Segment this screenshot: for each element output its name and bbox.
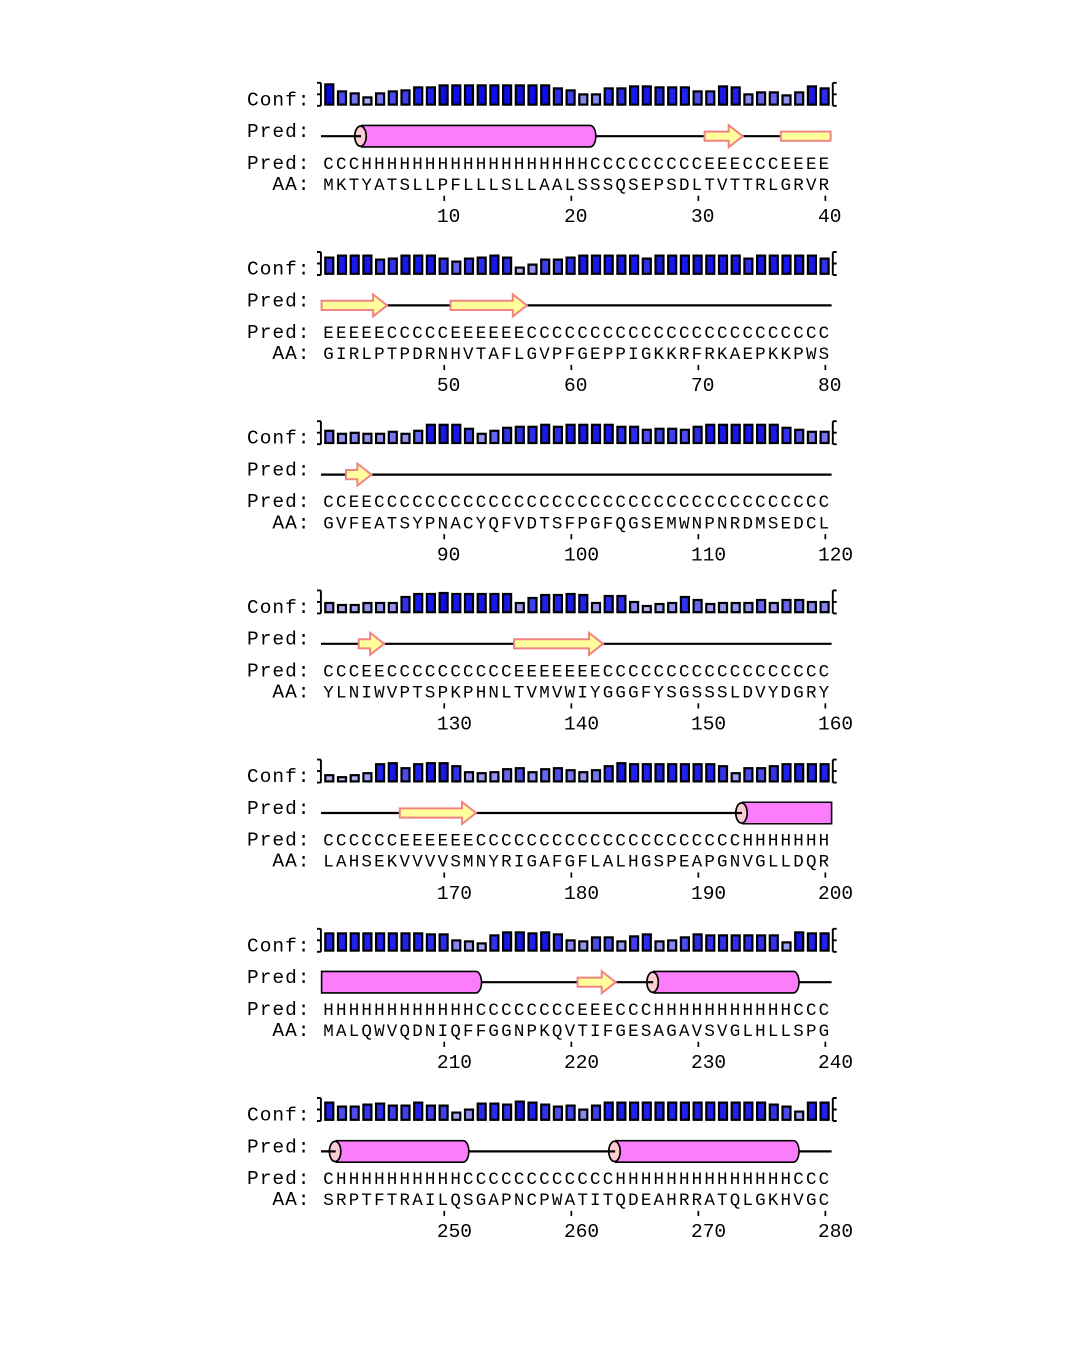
svg-text:HHHHHHHHHHHHCCCCCCCCEEECCCHHHH: HHHHHHHHHHHHCCCCCCCCEEECCCHHHHHHHHHHHCCC (323, 1001, 831, 1021)
svg-text:240: 240 (818, 1052, 853, 1074)
svg-text:CCCHHHHHHHHHHHHHHHHHHCCCCCCCCC: CCCHHHHHHHHHHHHHHHHHHCCCCCCCCCEEECCCEEEE (323, 155, 831, 175)
svg-text:GVFEATSYPNACYQFVDTSFPGFQGSEMWN: GVFEATSYPNACYQFVDTSFPGFQGSEMWNPNRDMSEDCL (323, 514, 831, 534)
svg-text:Pred:: Pred: (247, 798, 311, 820)
svg-text:140: 140 (564, 714, 599, 736)
svg-text:AA:: AA: (272, 1020, 310, 1042)
svg-text:Pred:: Pred: (247, 999, 311, 1021)
svg-text:Pred:: Pred: (247, 629, 311, 651)
svg-text:90: 90 (437, 544, 460, 566)
svg-text:CCCCCCEEEEEECCCCCCCCCCCCCCCCCC: CCCCCCEEEEEECCCCCCCCCCCCCCCCCCCCCHHHHHHH (323, 832, 831, 852)
svg-text:Conf:: Conf: (247, 259, 311, 281)
svg-text:Pred:: Pred: (247, 1168, 311, 1190)
svg-text:Conf:: Conf: (247, 428, 311, 450)
svg-text:100: 100 (564, 544, 599, 566)
svg-text:250: 250 (437, 1221, 472, 1243)
svg-text:260: 260 (564, 1221, 599, 1243)
svg-text:Conf:: Conf: (247, 766, 311, 788)
svg-text:AA:: AA: (272, 851, 310, 873)
svg-text:180: 180 (564, 883, 599, 905)
svg-text:80: 80 (818, 375, 841, 397)
svg-text:130: 130 (437, 714, 472, 736)
svg-text:CCCEECCCCCCCCCCEEEEEEECCCCCCCC: CCCEECCCCCCCCCCEEEEEEECCCCCCCCCCCCCCCCCC (323, 662, 831, 682)
svg-text:110: 110 (691, 544, 726, 566)
svg-text:Pred:: Pred: (247, 290, 311, 312)
svg-text:Conf:: Conf: (247, 935, 311, 957)
svg-text:AA:: AA: (272, 343, 310, 365)
svg-text:210: 210 (437, 1052, 472, 1074)
svg-text:170: 170 (437, 883, 472, 905)
svg-text:200: 200 (818, 883, 853, 905)
svg-text:Conf:: Conf: (247, 597, 311, 619)
svg-text:Pred:: Pred: (247, 967, 311, 989)
svg-text:10: 10 (437, 206, 460, 228)
svg-text:Pred:: Pred: (247, 1136, 311, 1158)
svg-text:AA:: AA: (272, 512, 310, 534)
svg-text:70: 70 (691, 375, 714, 397)
svg-text:60: 60 (564, 375, 587, 397)
svg-text:GIRLPTPDRNHVTAFLGVPFGEPPIGKKRF: GIRLPTPDRNHVTAFLGVPFGEPPIGKKRFRKAEPKKPWS (323, 345, 831, 365)
svg-text:Conf:: Conf: (247, 89, 311, 111)
svg-text:280: 280 (818, 1221, 853, 1243)
svg-text:MALQWVQDNIQFFGGNPKQVTIFGESAGAV: MALQWVQDNIQFFGGNPKQVTIFGESAGAVSVGLHLLSPG (323, 1022, 831, 1042)
svg-text:CCEECCCCCCCCCCCCCCCCCCCCCCCCCC: CCEECCCCCCCCCCCCCCCCCCCCCCCCCCCCCCCCCCCC (323, 493, 831, 513)
svg-text:30: 30 (691, 206, 714, 228)
svg-text:Pred:: Pred: (247, 153, 311, 175)
svg-text:EEEEECCCCCEEEEEECCCCCCCCCCCCCC: EEEEECCCCCEEEEEECCCCCCCCCCCCCCCCCCCCCCCC (323, 324, 831, 344)
svg-text:270: 270 (691, 1221, 726, 1243)
svg-text:YLNIWVPTSPKPHNLTVMVWIYGGGFYSGS: YLNIWVPTSPKPHNLTVMVWIYGGGFYSGSSSLDVYDGRY (323, 684, 831, 704)
svg-text:150: 150 (691, 714, 726, 736)
svg-text:Pred:: Pred: (247, 660, 311, 682)
svg-text:Pred:: Pred: (247, 322, 311, 344)
svg-text:AA:: AA: (272, 682, 310, 704)
svg-text:40: 40 (818, 206, 841, 228)
svg-text:160: 160 (818, 714, 853, 736)
svg-text:AA:: AA: (272, 1189, 310, 1211)
svg-text:Pred:: Pred: (247, 460, 311, 482)
svg-text:Pred:: Pred: (247, 491, 311, 513)
svg-text:20: 20 (564, 206, 587, 228)
svg-text:50: 50 (437, 375, 460, 397)
svg-text:220: 220 (564, 1052, 599, 1074)
svg-text:SRPTFTRAILQSGAPNCPWATITQDEAHRR: SRPTFTRAILQSGAPNCPWATITQDEAHRRATQLGKHVGC (323, 1191, 831, 1211)
svg-text:190: 190 (691, 883, 726, 905)
svg-text:AA:: AA: (272, 174, 310, 196)
svg-text:LAHSEKVVVVSMNYRIGAFGFLALHGSPEA: LAHSEKVVVVSMNYRIGAFGFLALHGSPEAPGNVGLLDQR (323, 853, 831, 873)
svg-text:230: 230 (691, 1052, 726, 1074)
svg-text:Pred:: Pred: (247, 121, 311, 143)
svg-text:Conf:: Conf: (247, 1105, 311, 1127)
svg-text:CHHHHHHHHHHCCCCCCCCCCCCHHHHHHH: CHHHHHHHHHHCCCCCCCCCCCCHHHHHHHHHHHHHHCCC (323, 1170, 831, 1190)
svg-text:Pred:: Pred: (247, 830, 311, 852)
svg-text:120: 120 (818, 544, 853, 566)
svg-text:MKTYATSLLPFLLLSLLAALSSSQSEPSDL: MKTYATSLLPFLLLSLLAALSSSQSEPSDLTVTTRLGRVR (323, 176, 831, 196)
